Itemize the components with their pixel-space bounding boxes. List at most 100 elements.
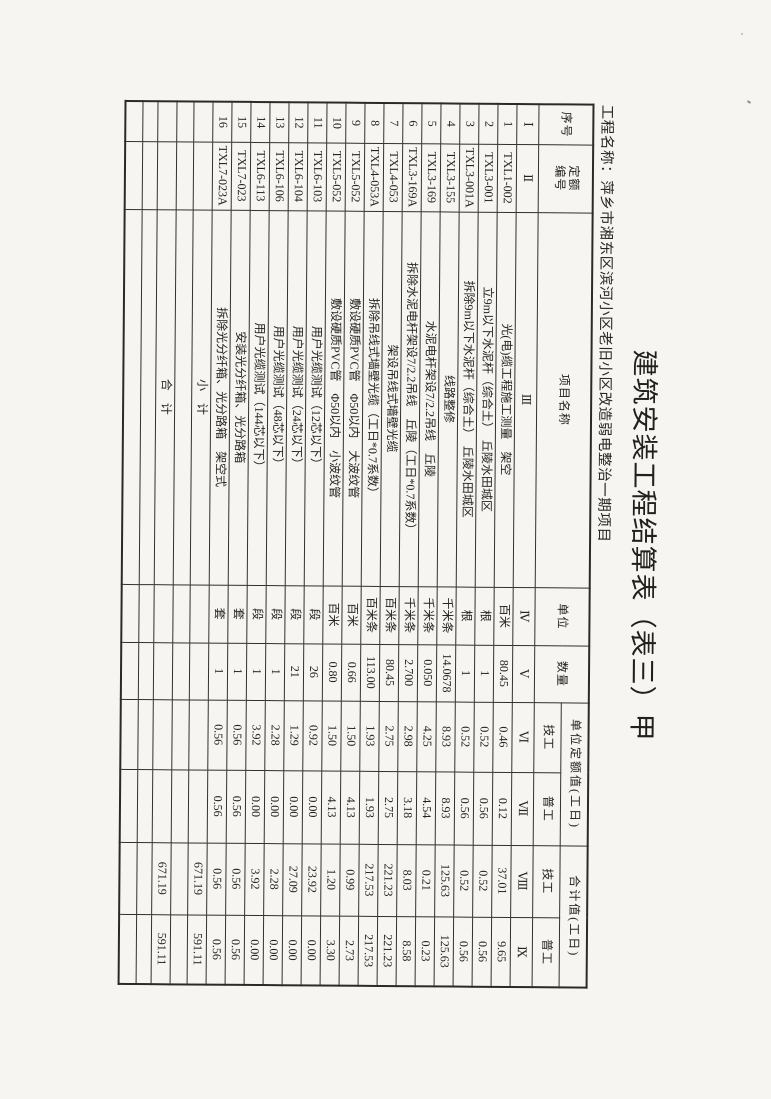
qty-cell: 21 [284,643,305,701]
grand-total-label: 合 计 [154,209,177,585]
settlement-table: 序号 定额编号 项目名称 单位 数量 单位定额值(工日) 合计值(工日) 技工 … [117,99,595,989]
total-common-cell: 221.23 [377,915,398,987]
unit-skilled-cell: 0.92 [303,700,323,771]
qty-cell: 1 [227,642,248,700]
subtotal-skilled-value: 671.19 [188,842,208,915]
total-skilled-cell: 27.09 [283,843,303,916]
qty-cell: 1 [265,643,286,701]
name-cell: 拆除吊线式墙壁光缆（工日*0.7系数） [361,210,384,586]
unit-skilled-cell: 1.50 [322,700,342,771]
code-cell: TXL1-002 [497,143,518,213]
code-cell: TXL3-169 [421,143,442,212]
header-total-skilled: 技工 [533,845,561,918]
numeral-I: Ⅰ [517,104,540,145]
qty-cell: 0.66 [341,643,362,701]
numeral-II: Ⅱ [516,144,540,213]
unit-common-cell: 0.56 [207,769,228,843]
unit-common-cell: 0.00 [283,770,304,844]
qty-cell: 0.050 [417,644,438,702]
name-cell: 拆除9m以下水泥杆（综合土） 丘陵水田城区 [456,211,479,587]
unit-cell: 百米条 [380,585,400,645]
subtotal-common-value: 591.11 [187,914,208,985]
numeral-IV: Ⅳ [513,587,536,646]
seq-cell: 10 [327,102,347,143]
numeral-VII: Ⅶ [511,772,535,846]
code-cell: TXL3-001 [478,143,499,212]
name-cell: 敷设硬质PVC管 Φ50以内 大波纹管 [342,210,365,586]
numeral-VIII: Ⅷ [511,845,534,918]
unit-skilled-cell: 0.56 [227,699,247,770]
qty-cell [153,642,174,700]
unit-common-cell: 0.00 [302,770,323,844]
seq-cell: 4 [441,103,461,144]
unit-skilled-cell [189,699,209,770]
total-common-cell: 9.65 [491,916,512,987]
total-common-cell: 0.00 [301,915,322,986]
unit-cell: 根 [456,586,476,645]
project-name-line: 工程名称：萍乡市湘东区滨河小区老旧小区改造弱电整治一期项目 [594,105,618,543]
unit-cell: 千米条 [418,586,438,645]
numeral-III: Ⅲ [513,212,539,588]
unit-skilled-cell: 0.56 [208,699,228,770]
header-unit: 单位 [535,587,590,646]
unit-skilled-cell: 1.93 [360,700,380,771]
header-code-text: 定额编号 [552,165,581,192]
unit-common-cell: 2.75 [378,770,399,845]
total-skilled-cell: 23.92 [302,843,322,916]
document-title: 建筑安装工程结算表（表三）甲 [626,349,660,742]
unit-cell: 根 [475,586,495,645]
scan-speck [741,33,743,35]
unit-skilled-cell: 3.92 [246,699,266,771]
unit-skilled-cell: 4.25 [417,701,437,772]
unit-common-cell: 8.93 [435,771,456,845]
total-common-cell: 0.00 [244,914,265,986]
unit-common-cell: 0.00 [264,770,285,844]
unit-cell: 百米 [323,585,343,644]
seq-cell: 16 [213,101,233,142]
header-total-common: 普工 [532,917,561,988]
grand-total-common-value: 591.11 [151,914,172,985]
header-total-group: 合计值(工日) [559,845,588,988]
seq-cell: 1 [498,103,518,145]
name-cell: 立9m以下水泥杆（综合土） 丘陵水田城区 [475,211,498,587]
subtotal-label: 小 计 [190,209,213,585]
unit-common-cell [188,769,209,843]
total-skilled-cell: 0.52 [473,844,493,917]
unit-skilled-cell: 0.52 [455,701,475,772]
unit-cell: 套 [228,584,248,643]
header-row-1: 序号 定额编号 项目名称 单位 数量 单位定额值(工日) 合计值(工日) [534,104,594,988]
total-skilled-cell: 37.01 [492,844,512,917]
code-cell [193,141,214,210]
seq-cell: 7 [384,102,404,144]
seq-cell: 8 [365,102,385,143]
project-name-value: 萍乡市湘东区滨河小区老旧小区改造弱电整治一期项目 [595,180,614,543]
unit-cell [190,584,210,643]
unit-cell: 段 [247,584,267,644]
code-cell: TXL3-155 [440,143,461,212]
seq-cell: 5 [422,103,442,144]
total-common-cell: 0.56 [225,914,246,985]
seq-cell: 11 [308,102,328,143]
qty-cell: 26 [303,643,324,701]
code-cell: TXL5-052 [345,142,366,211]
seq-cell: 14 [251,101,271,143]
code-cell: TXL5-052 [326,142,347,211]
name-cell: 安装光分纤箱、光分路箱 [228,209,251,585]
seq-cell: 13 [270,102,290,143]
qty-cell: 0.80 [322,643,343,701]
unit-cell: 套 [209,584,229,643]
qty-cell: 80.45 [379,643,400,702]
total-common-cell: 0.56 [472,916,493,987]
total-common-cell: 8.58 [396,916,417,987]
unit-common-cell: 0.56 [454,771,475,845]
qty-cell: 2.700 [398,644,419,702]
seq-cell: 12 [289,102,309,143]
total-common-cell: 0.56 [206,914,227,985]
unit-common-cell: 4.13 [340,770,361,844]
total-skilled-cell: 3.92 [245,842,265,916]
unit-cell: 千米条 [399,586,419,645]
total-skilled-cell: 0.56 [226,842,246,915]
unit-skilled-cell [153,699,173,770]
qty-cell: 1 [246,642,267,701]
